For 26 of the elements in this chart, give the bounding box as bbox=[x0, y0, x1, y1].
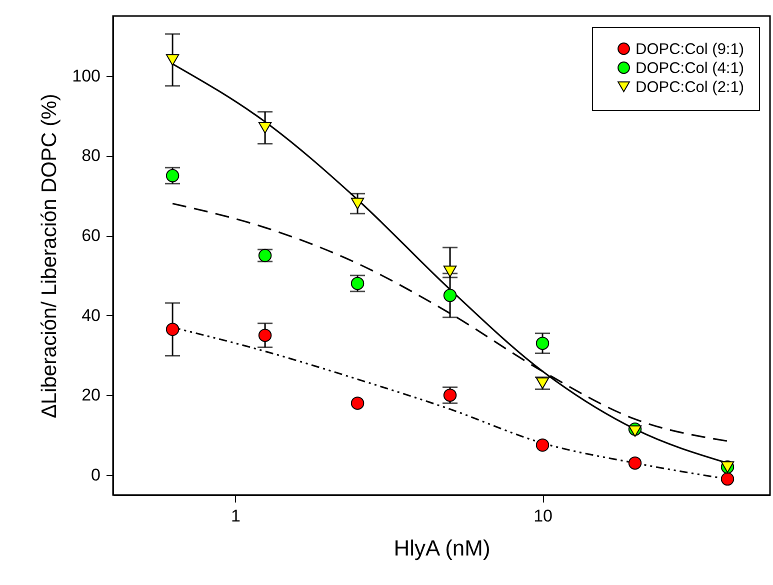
y-tick-label: 0 bbox=[91, 466, 100, 485]
y-tick-label: 20 bbox=[82, 386, 100, 405]
point bbox=[258, 122, 272, 134]
point bbox=[443, 266, 457, 278]
y-axis-title: ΔLiberación/ Liberación DOPC (%) bbox=[38, 94, 62, 418]
y-tick-label: 60 bbox=[82, 226, 100, 246]
point bbox=[258, 328, 272, 342]
y-tick-label: 40 bbox=[82, 306, 100, 325]
point bbox=[628, 425, 642, 437]
y-tick-label: 100 bbox=[72, 66, 100, 86]
x-axis-title: HlyA (nM) bbox=[394, 536, 490, 560]
x-tick-label: 10 bbox=[534, 506, 552, 526]
point bbox=[166, 322, 180, 336]
legend-label: DOPC:Col (9:1) bbox=[636, 40, 744, 58]
legend-label: DOPC:Col (4:1) bbox=[636, 60, 744, 77]
point bbox=[720, 472, 734, 486]
point bbox=[350, 198, 364, 210]
y-tick-label: 80 bbox=[82, 146, 100, 166]
x-tick-label: 1 bbox=[231, 506, 241, 526]
point bbox=[536, 336, 550, 350]
point bbox=[628, 456, 642, 470]
point bbox=[443, 288, 457, 302]
point bbox=[350, 396, 364, 410]
point bbox=[536, 438, 550, 452]
point bbox=[166, 54, 180, 66]
legend-label: DOPC:Col (2:1) bbox=[636, 78, 744, 96]
